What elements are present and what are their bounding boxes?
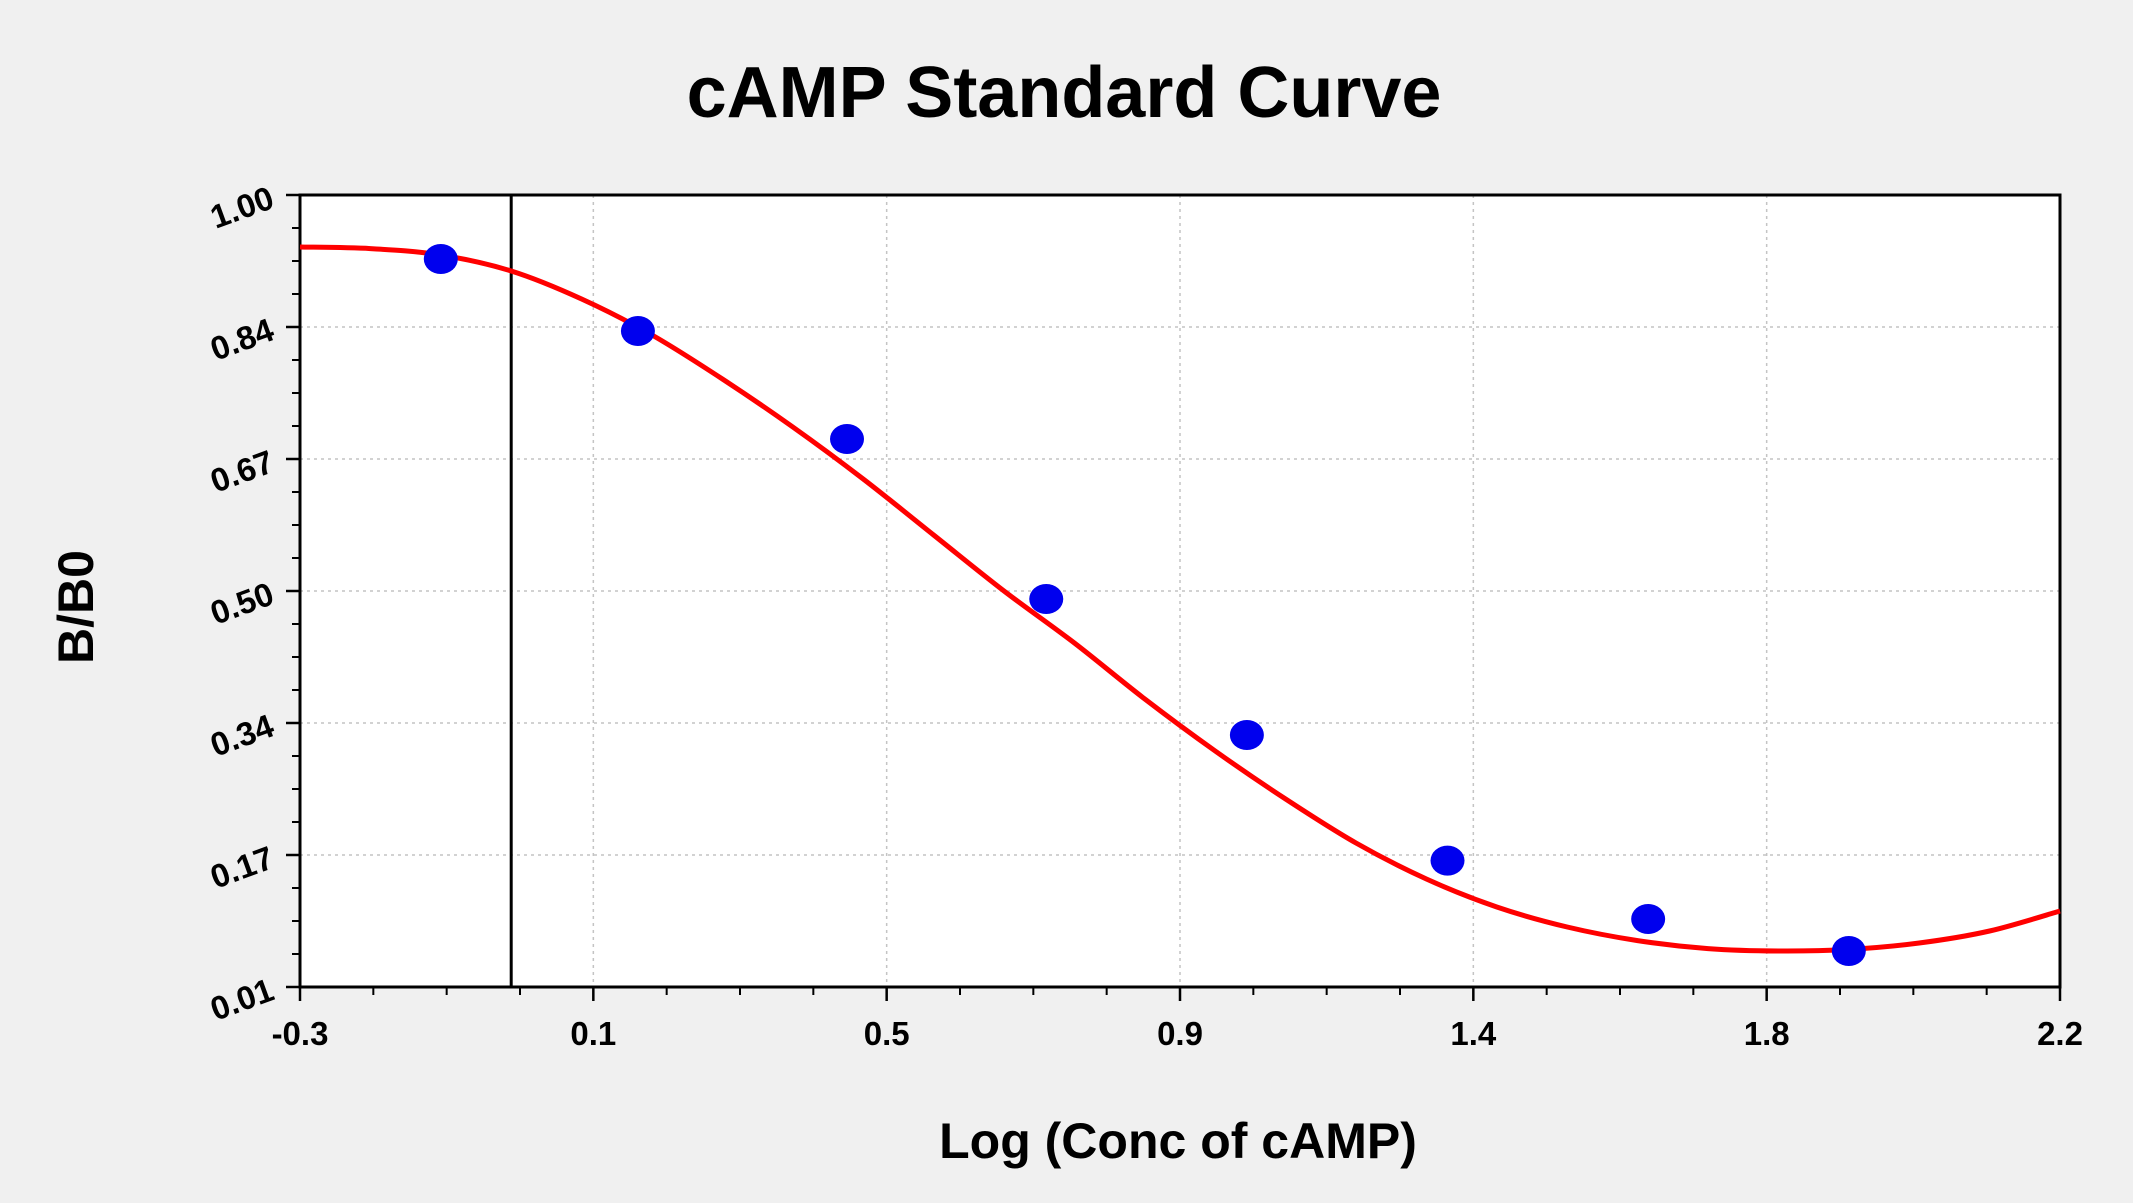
fit-curve <box>299 244 2061 954</box>
x-tick-label: 2.2 <box>2037 1015 2083 1052</box>
x-tick-labels: -0.3 0.1 0.5 0.9 1.4 1.8 2.2 <box>272 1015 2083 1052</box>
grid-lines <box>300 195 2060 987</box>
y-tick-label: 0.01 <box>205 971 278 1028</box>
data-point <box>1631 904 1666 934</box>
data-point <box>1029 584 1064 614</box>
x-tick-label: 1.8 <box>1744 1015 1790 1052</box>
x-axis-label: Log (Conc of cAMP) <box>939 1113 1417 1169</box>
data-point <box>423 244 458 274</box>
x-tick-label: 0.5 <box>864 1015 910 1052</box>
y-tick-label: 0.34 <box>205 707 279 764</box>
y-tick-label: 0.84 <box>205 311 279 368</box>
y-tick-label: 0.67 <box>205 443 278 500</box>
y-tick-label: 1.00 <box>205 179 278 236</box>
y-tick-labels: 0.01 0.17 0.34 0.50 0.67 0.84 1.00 <box>205 179 279 1028</box>
x-tick-label: 1.4 <box>1450 1015 1497 1052</box>
data-point <box>620 316 655 346</box>
x-tick-label: -0.3 <box>272 1015 329 1052</box>
data-points <box>423 244 1866 966</box>
y-axis-label: B/B0 <box>48 550 104 664</box>
data-point <box>1229 720 1264 750</box>
chart-title: cAMP Standard Curve <box>687 53 1442 133</box>
data-point <box>830 424 865 454</box>
x-tick-label: 0.9 <box>1157 1015 1203 1052</box>
y-tick-label: 0.17 <box>205 839 278 896</box>
plot-frame <box>298 193 2062 989</box>
x-tick-label: 0.1 <box>570 1015 616 1052</box>
data-point <box>1430 845 1465 876</box>
y-tick-label: 0.50 <box>205 575 278 632</box>
data-point <box>1831 936 1866 966</box>
